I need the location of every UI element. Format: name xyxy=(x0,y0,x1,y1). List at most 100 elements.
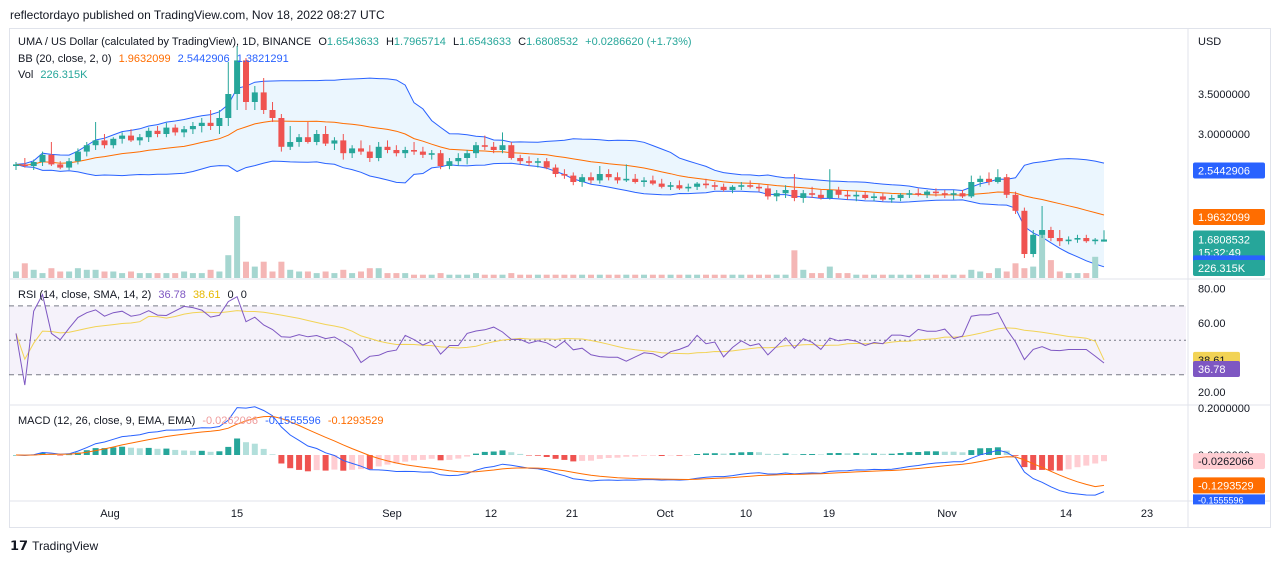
volume-bar xyxy=(216,271,223,278)
volume-bar xyxy=(375,268,382,278)
volume-bar xyxy=(278,261,285,278)
volume-bar xyxy=(464,274,471,278)
candle-body xyxy=(1012,194,1019,211)
candle-body xyxy=(773,193,780,197)
macd-histogram-bar xyxy=(110,447,117,455)
volume-bar xyxy=(251,266,258,278)
macd-histogram-bar xyxy=(641,455,647,456)
macd-histogram-bar xyxy=(773,454,780,455)
rsi-legend: RSI (14, close, SMA, 14, 2) 36.78 38.61 … xyxy=(18,289,251,301)
volume-bar xyxy=(358,271,364,278)
volume-bar xyxy=(570,274,577,278)
volume-bar xyxy=(986,273,992,278)
macd-histogram-bar xyxy=(888,453,895,455)
candle-body xyxy=(207,122,214,126)
volume-bar xyxy=(906,274,913,278)
macd-histogram-bar xyxy=(384,455,391,465)
volume-bar xyxy=(1012,263,1019,278)
volume-bar xyxy=(809,273,816,278)
candle-body xyxy=(490,146,497,150)
candle-body xyxy=(92,140,99,146)
candle-body xyxy=(411,150,417,152)
volume-bar xyxy=(596,274,603,278)
volume-bar xyxy=(676,274,683,278)
bb-upper-badge: 2.5442906 xyxy=(1198,165,1250,177)
macd-histogram-bar xyxy=(1039,455,1046,470)
candle-body xyxy=(897,194,904,198)
macd-histogram-bar xyxy=(667,455,674,456)
macd-histogram-bar xyxy=(92,448,99,455)
price-axis-currency: USD xyxy=(1198,36,1221,48)
volume-bar xyxy=(835,273,842,278)
macd-histogram-bar xyxy=(181,450,188,455)
candle-body xyxy=(534,161,541,163)
candle-body xyxy=(588,177,594,181)
volume-bar xyxy=(552,274,559,278)
signal-badge-bg xyxy=(1193,477,1265,494)
candle-body xyxy=(481,145,488,147)
rsi-line xyxy=(15,293,1105,386)
candle-body xyxy=(596,174,603,181)
rsi-label: RSI (14, close, SMA, 14, 2) xyxy=(18,289,152,301)
candle-body xyxy=(667,185,674,187)
low-value: 1.6543633 xyxy=(459,36,512,48)
candle-body xyxy=(322,134,329,144)
bb-basis-badge: 1.9632099 xyxy=(1198,212,1250,224)
volume-bar xyxy=(30,269,37,278)
volume-bar xyxy=(473,273,479,278)
volume-bar xyxy=(1047,260,1054,278)
volume-bar xyxy=(534,274,541,278)
macd-histogram-bar xyxy=(1065,455,1072,470)
candle-body xyxy=(977,178,984,182)
volume-bar xyxy=(915,274,922,278)
volume-bar xyxy=(1092,256,1099,278)
volume-bar xyxy=(110,271,117,278)
volume-bar xyxy=(172,273,179,278)
volume-bar xyxy=(1083,273,1090,278)
volume-bar xyxy=(260,261,267,278)
volume-bar xyxy=(21,263,28,278)
volume-bar xyxy=(349,273,356,278)
candle-body xyxy=(366,151,373,158)
macd-histogram-bar xyxy=(552,455,559,459)
candle-body xyxy=(119,135,126,139)
volume-bar xyxy=(817,273,824,278)
candle-body xyxy=(393,150,400,154)
open-value: 1.6543633 xyxy=(326,36,379,48)
volume-bar xyxy=(313,273,320,278)
symbol-title: UMA / US Dollar (calculated by TradingVi… xyxy=(18,36,312,48)
macd-histogram-bar xyxy=(375,455,382,467)
volume-bar xyxy=(207,269,214,278)
volume-bar xyxy=(1074,273,1081,278)
macd-histogram-bar xyxy=(402,455,409,462)
volume-bar xyxy=(879,274,886,278)
volume-bar xyxy=(499,274,506,278)
macd-histogram-bar xyxy=(1047,455,1054,471)
candle-body xyxy=(552,167,559,174)
macd-histogram-bar xyxy=(473,453,479,455)
time-tick-label: Oct xyxy=(656,508,673,520)
candle-body xyxy=(915,193,922,195)
macd-histogram-bar xyxy=(260,448,267,455)
candle-body xyxy=(764,188,771,197)
macd-histogram-bar xyxy=(968,450,975,455)
candle-body xyxy=(1092,239,1099,242)
volume-bar xyxy=(189,273,196,278)
candle-body xyxy=(313,134,320,142)
macd-label: MACD (12, 26, close, 9, EMA, EMA) xyxy=(18,415,196,427)
candle-body xyxy=(198,122,205,126)
time-tick-label: 10 xyxy=(740,508,752,520)
volume-bar xyxy=(862,274,869,278)
candle-body xyxy=(296,137,303,142)
volume-bar xyxy=(225,255,232,278)
volume-bar xyxy=(711,274,718,278)
candle-body xyxy=(455,158,462,162)
candle-body xyxy=(437,153,444,166)
candle-body xyxy=(48,154,55,165)
footer-brand[interactable]: 𝟭𝟳 TradingView xyxy=(10,538,98,554)
macd-histogram-bar xyxy=(508,452,515,455)
candle-body xyxy=(384,146,391,150)
candle-body xyxy=(21,164,28,166)
candle-body xyxy=(561,174,568,176)
